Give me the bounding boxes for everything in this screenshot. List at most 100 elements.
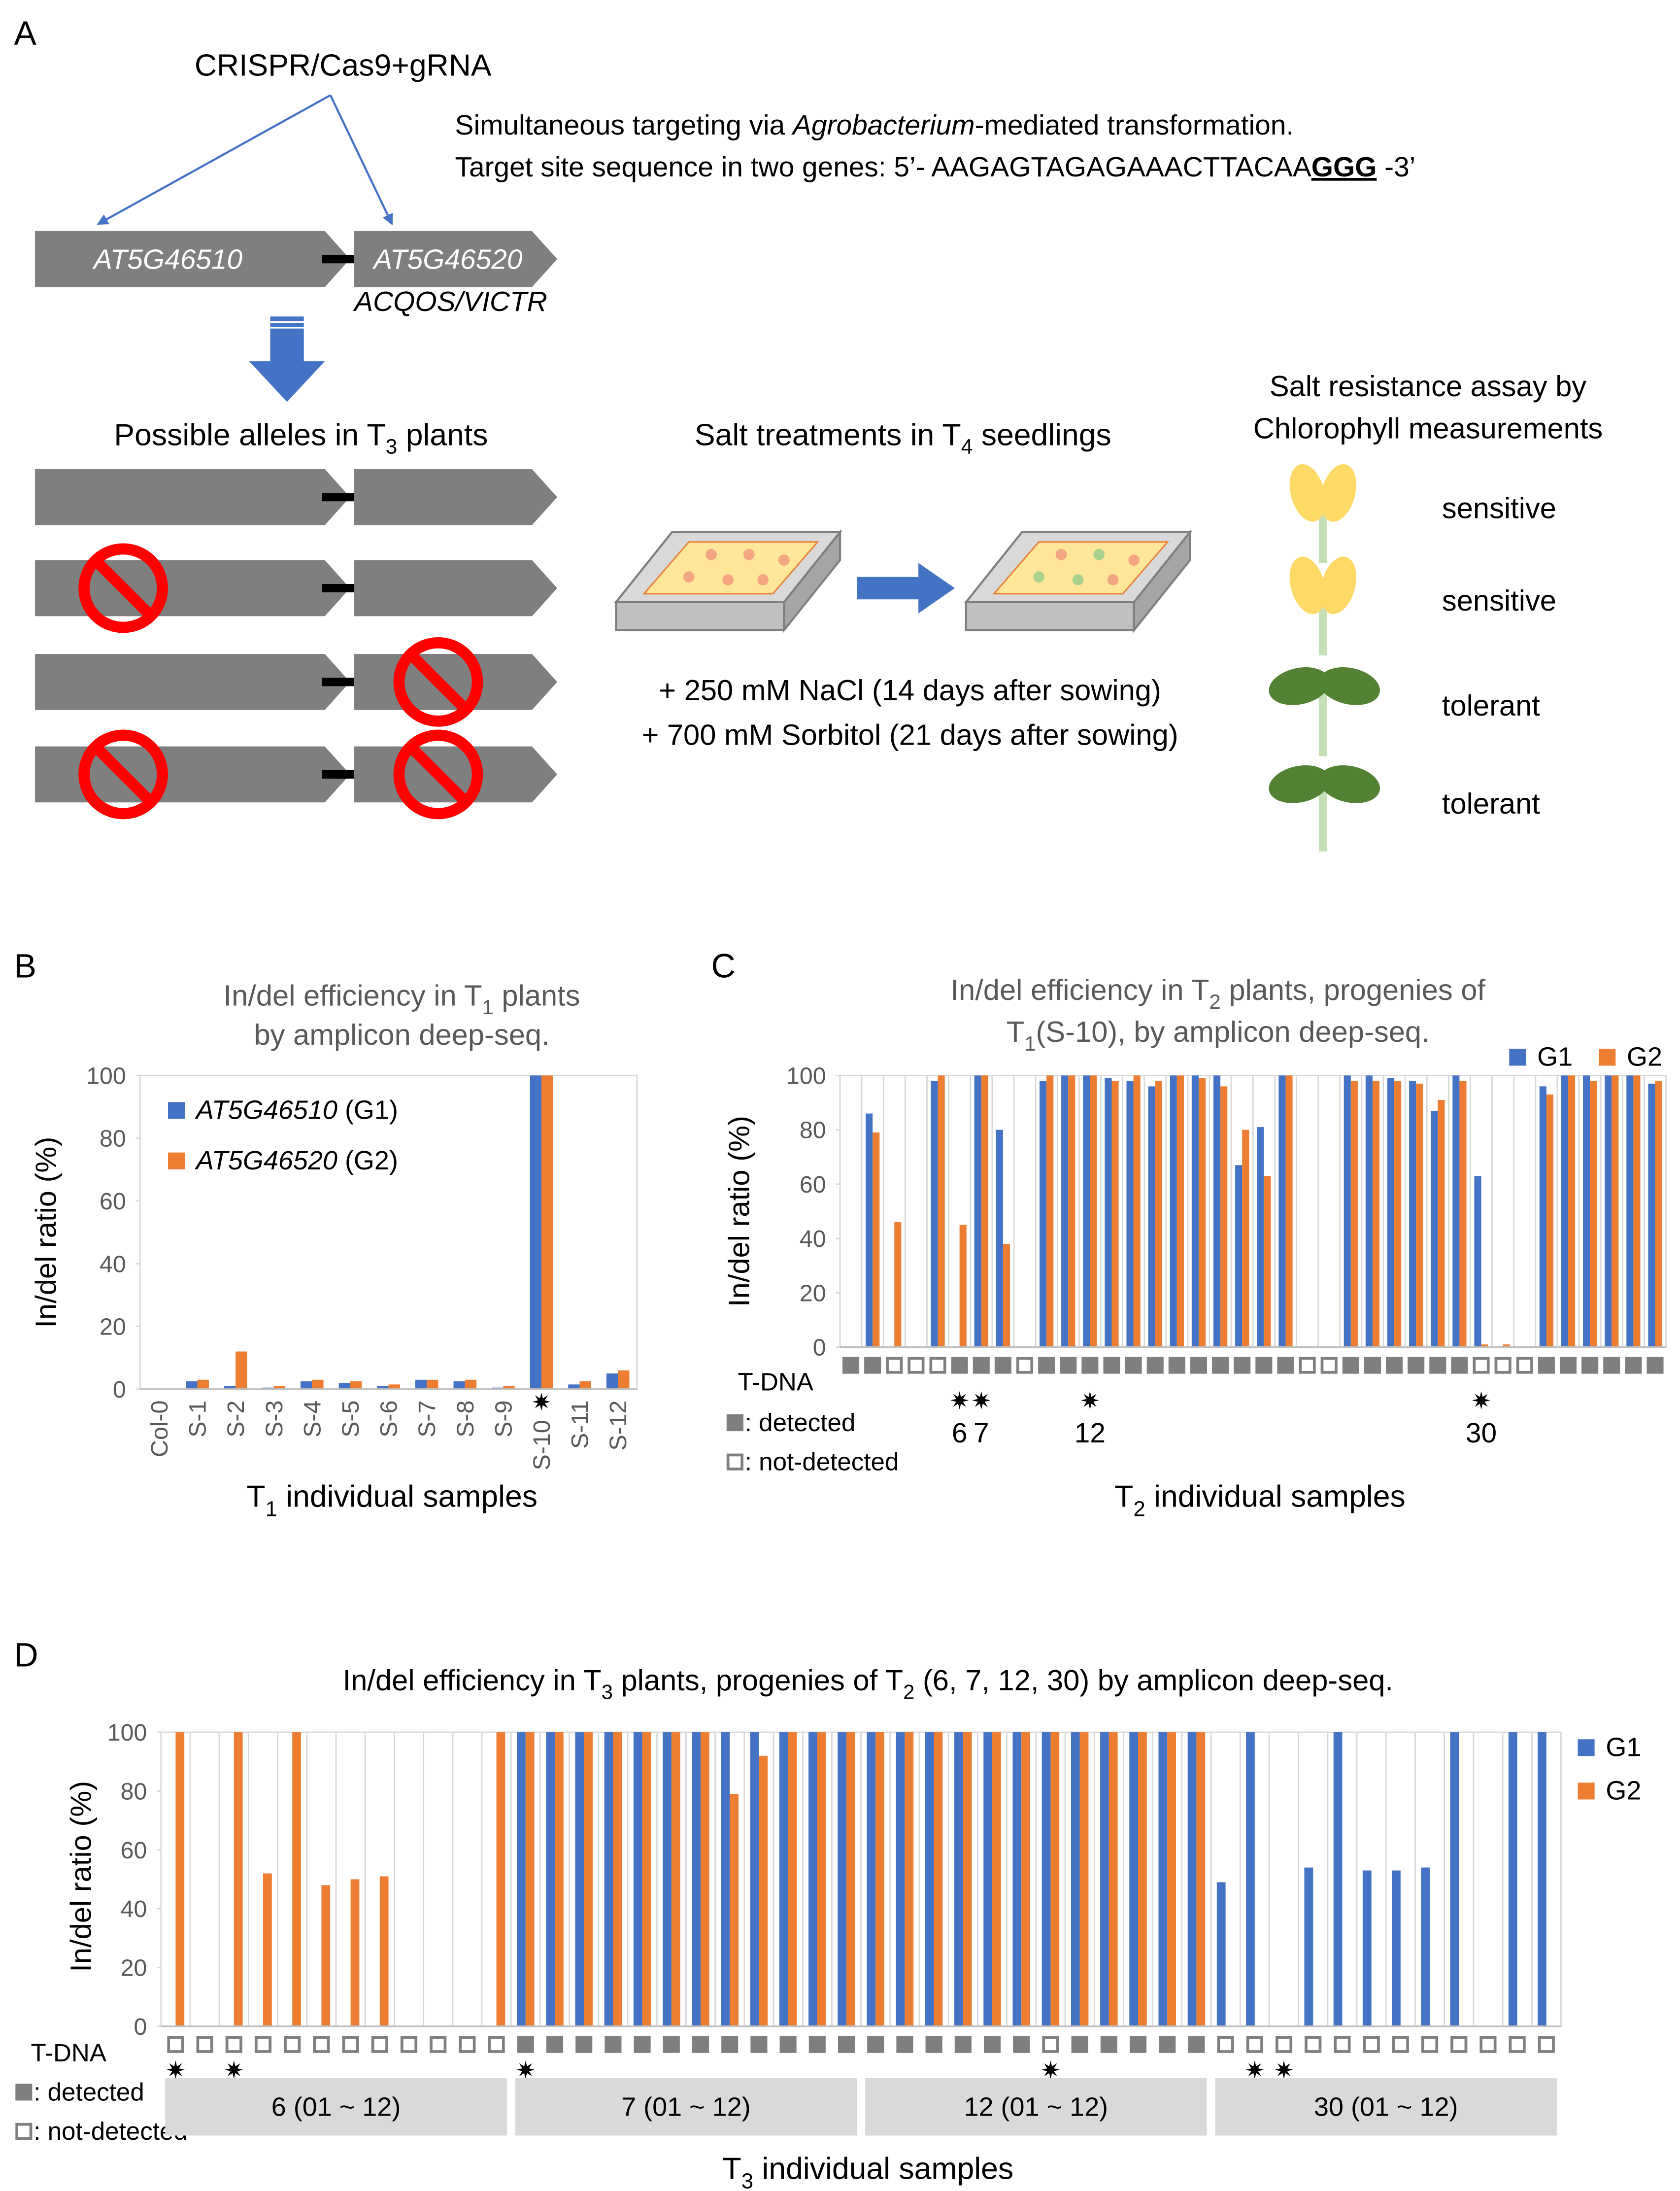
tdna-detected <box>1429 1357 1446 1374</box>
tdna-not-detected <box>1392 2036 1409 2053</box>
tdna-legend-label: : detected <box>745 1408 856 1437</box>
tdna-detected <box>605 2036 622 2053</box>
bar <box>555 1732 564 2026</box>
tdna-not-detected <box>929 1357 946 1374</box>
bar <box>788 1732 797 2026</box>
bar <box>541 1075 553 1389</box>
legend-swatch <box>168 1152 185 1169</box>
bar <box>235 1351 247 1389</box>
bar <box>1538 1732 1546 2026</box>
tdna-detected <box>634 2036 651 2053</box>
bar <box>1111 1081 1119 1347</box>
seedling-tolerant <box>1269 765 1380 852</box>
chart-title-part: 2 <box>1210 990 1221 1013</box>
chart-title-part: plants <box>494 979 580 1012</box>
bar <box>759 1755 768 2026</box>
bar <box>1126 1081 1134 1347</box>
legend-label: G2 <box>1606 1776 1641 1805</box>
chart-title-part: 2 <box>903 1680 914 1704</box>
bar <box>1012 1732 1022 2026</box>
bar <box>925 1732 934 2026</box>
chart-title-part: (S-10), by amplicon deep-seq. <box>1036 1015 1430 1048</box>
tdna-detected <box>983 2036 1001 2053</box>
bar <box>1362 1870 1372 2026</box>
tdna-detected <box>1538 1357 1555 1374</box>
x-tick-label: S-11 <box>567 1401 594 1449</box>
group-label: 12 (01 ~ 12) <box>964 2092 1109 2122</box>
tdna-legend-swatch <box>15 2084 33 2101</box>
x-tick-label: S-3 <box>261 1401 288 1438</box>
bar <box>1438 1099 1445 1347</box>
x-axis-label-part: 1 <box>266 1497 277 1521</box>
bar <box>1068 1075 1075 1347</box>
tdna-detected <box>1159 2036 1176 2053</box>
bar <box>388 1384 400 1389</box>
bar <box>1187 1732 1197 2026</box>
bar <box>846 1732 855 2026</box>
group-label: 30 (01 ~ 12) <box>1314 2092 1458 2122</box>
highlight-label: 12 <box>1075 1418 1106 1449</box>
y-tick-label: 60 <box>100 1188 126 1215</box>
bar <box>1590 1081 1597 1347</box>
tdna-not-detected <box>1421 2036 1439 2053</box>
bar <box>663 1732 672 2026</box>
x-axis-label-part: T <box>246 1479 265 1514</box>
tdna-not-detected <box>400 2036 418 2053</box>
tdna-legend-label: : not-detected <box>34 2117 188 2145</box>
bar <box>1148 1086 1155 1347</box>
tdna-detected <box>1146 1357 1164 1374</box>
bar <box>1568 1075 1576 1347</box>
assay-title: Salt resistance assay by <box>1270 370 1586 403</box>
y-tick-label: 80 <box>100 1126 126 1152</box>
legend-swatch <box>1599 1049 1616 1066</box>
x-tick-label: S-1 <box>185 1401 211 1438</box>
bar <box>1042 1732 1051 2026</box>
bar <box>1285 1075 1293 1347</box>
tdna-detected <box>808 2036 826 2053</box>
star-marker <box>1275 2060 1293 2079</box>
bar <box>379 1876 389 2026</box>
bar <box>1158 1732 1168 2026</box>
bar <box>1452 1075 1460 1347</box>
alleles-title: Possible alleles in T3 plants <box>114 418 488 459</box>
bar <box>1176 1075 1184 1347</box>
star-marker <box>166 2060 185 2079</box>
bar <box>1583 1075 1590 1347</box>
x-axis-label: T3 individual samples <box>723 2152 1014 2191</box>
tdna-detected <box>779 2036 797 2053</box>
bar <box>1503 1344 1510 1347</box>
tdna-not-detected <box>196 2036 213 2053</box>
bar <box>273 1386 286 1389</box>
y-tick-label: 80 <box>800 1117 826 1144</box>
bar <box>730 1794 739 2026</box>
legend-swatch <box>168 1102 185 1119</box>
bar <box>938 1075 945 1347</box>
bar <box>1416 1083 1423 1347</box>
bar <box>1508 1732 1517 2026</box>
gene-label: AT5G46520 <box>372 244 523 275</box>
bar <box>613 1732 622 2026</box>
tdna-not-detected <box>1299 1357 1316 1374</box>
tdna-legend-label: : not-detected <box>745 1448 899 1476</box>
bar <box>606 1373 618 1389</box>
tdna-detected <box>994 1357 1011 1374</box>
tdna-not-detected <box>1494 1357 1512 1374</box>
bar <box>546 1732 555 2026</box>
bar <box>1394 1081 1402 1347</box>
tdna-detected <box>867 2036 884 2053</box>
process-arrow <box>857 563 955 614</box>
panel-label: D <box>14 1637 38 1674</box>
x-axis-label-part: T <box>1114 1479 1133 1514</box>
tdna-detected <box>721 2036 739 2053</box>
tdna-detected <box>1129 2036 1147 2053</box>
group-box <box>165 2078 507 2136</box>
tdna-not-detected <box>1479 2036 1497 2053</box>
arrow <box>329 95 393 226</box>
tdna-not-detected <box>371 2036 388 2053</box>
chart-title: T1(S-10), by amplicon deep-seq. <box>1007 1015 1430 1055</box>
bar <box>963 1732 972 2026</box>
gene-alias: ACQOS/VICTR <box>353 286 547 317</box>
y-tick-label: 40 <box>800 1226 826 1252</box>
tdna-detected <box>546 2036 564 2053</box>
tdna-not-detected <box>342 2036 359 2053</box>
